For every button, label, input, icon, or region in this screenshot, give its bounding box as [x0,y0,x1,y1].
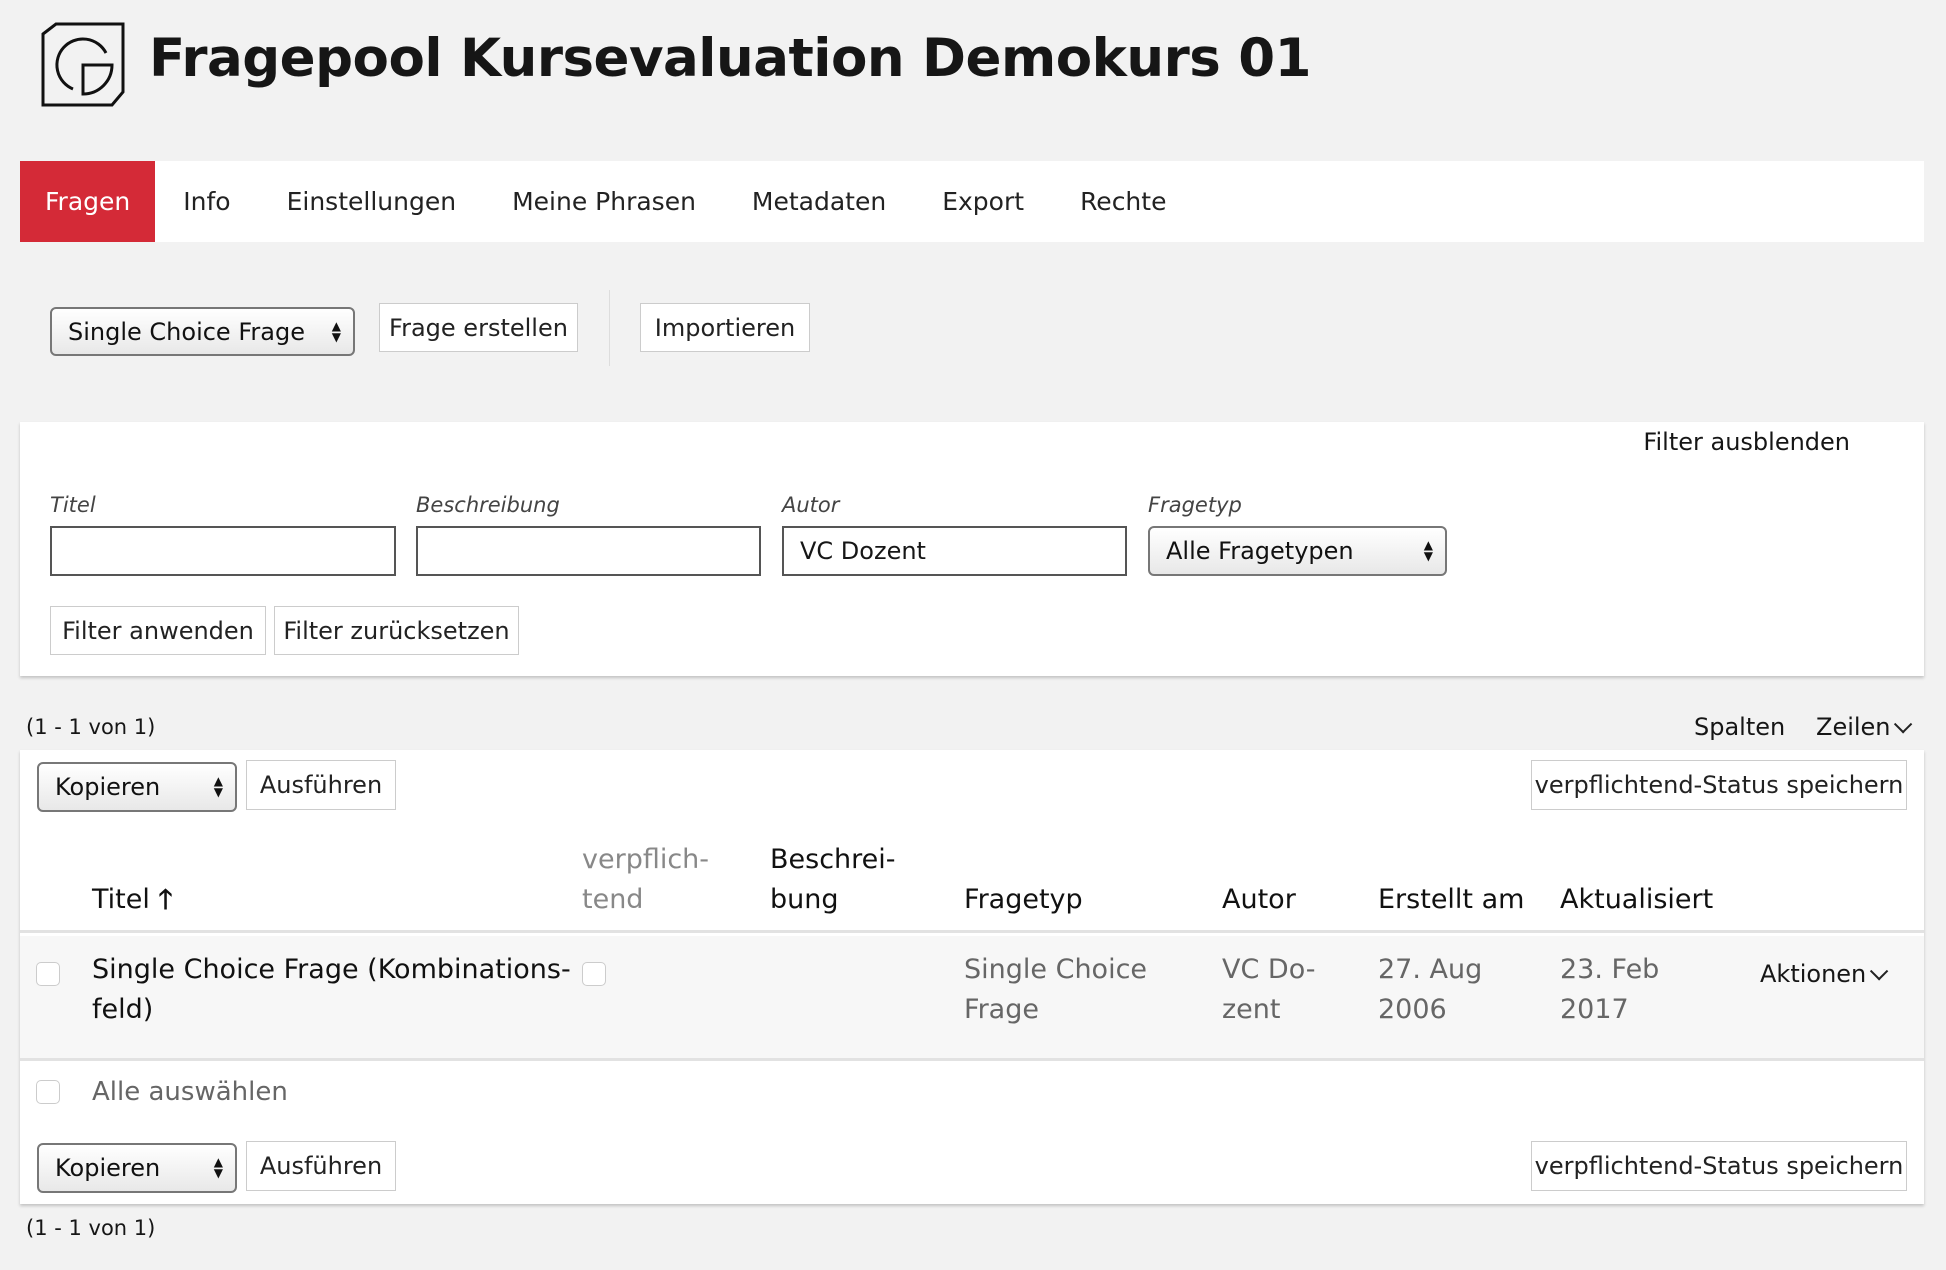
actions-label: Aktionen [1760,960,1867,988]
apply-filter-button[interactable]: Filter anwenden [50,606,266,655]
question-type-value: Single Choice Frage [68,317,305,346]
filter-type-select[interactable]: Alle Fragetypen ▲ ▼ [1148,526,1447,576]
column-header-created[interactable]: Erstellt am [1378,884,1525,915]
filter-author-input[interactable]: VC Dozent [782,526,1127,576]
toolbar-divider [609,290,610,366]
column-header-author[interactable]: Autor [1222,884,1296,915]
select-arrows-icon: ▲ ▼ [1423,538,1433,563]
row-updated: 23. Feb 2017 [1560,950,1659,1030]
select-arrows-icon: ▲ ▼ [331,318,341,344]
question-type-select[interactable]: Single Choice Frage ▲ ▼ [50,307,355,356]
table-header-row: Titel 🡑 verpflich-tend Beschrei-bung Fra… [20,832,1924,933]
column-header-description[interactable]: Beschrei-bung [770,840,896,920]
row-type: Single Choice Frage [964,950,1147,1030]
save-mandatory-status-button-bottom[interactable]: verpflichtend-Status speichern [1531,1141,1907,1191]
row-title-line2: feld) [92,994,154,1025]
row-type-line2: Frage [964,994,1039,1025]
chevron-down-icon [1869,962,1889,981]
reset-filter-button[interactable]: Filter zurücksetzen [274,606,519,655]
filter-type-label: Fragetyp [1148,493,1242,517]
table-row: Single Choice Frage (Kombinations-feld) … [20,936,1924,1061]
select-arrows-icon: ▲ ▼ [213,1155,223,1180]
column-header-updated[interactable]: Aktualisiert [1560,884,1714,915]
filter-type-value: Alle Fragetypen [1166,537,1354,565]
column-header-mandatory[interactable]: verpflich-tend [582,840,709,920]
action-select-value: Kopieren [55,773,161,801]
row-author: VC Do-zent [1222,950,1315,1030]
row-updated-line1: 23. Feb [1560,954,1660,985]
execute-button-bottom[interactable]: Ausführen [246,1141,396,1191]
row-title-line1: Single Choice Frage (Kombinations- [92,954,571,985]
actions-dropdown[interactable]: Aktionen [1760,960,1889,988]
column-mandatory-label-line2: tend [582,884,644,915]
filter-description-input[interactable] [416,526,761,576]
row-author-line2: zent [1222,994,1281,1025]
rows-label: Zeilen [1816,713,1891,741]
row-created-line2: 2006 [1378,994,1447,1025]
tab-rechte[interactable]: Rechte [1080,187,1167,216]
ilias-logo-icon [41,22,125,107]
row-author-line1: VC Do- [1222,954,1316,985]
filter-title-label: Titel [50,493,96,517]
rows-button[interactable]: Zeilen [1816,713,1913,741]
select-all-checkbox[interactable] [36,1080,60,1104]
row-created-line1: 27. Aug [1378,954,1483,985]
create-question-button[interactable]: Frage erstellen [379,303,578,352]
tab-export[interactable]: Export [942,187,1025,216]
tab-info[interactable]: Info [183,187,231,216]
tab-einstellungen[interactable]: Einstellungen [286,187,457,216]
mandatory-checkbox[interactable] [582,962,606,986]
tab-fragen[interactable]: Fragen [20,161,156,242]
row-updated-line2: 2017 [1560,994,1629,1025]
select-all-label[interactable]: Alle auswählen [92,1077,288,1107]
action-select-top[interactable]: Kopieren ▲ ▼ [37,762,237,812]
result-count-bottom: (1 - 1 von 1) [26,1216,156,1240]
column-mandatory-label-line1: verpflich- [582,844,710,875]
page-title: Fragepool Kursevaluation Demokurs 01 [149,28,1312,89]
action-select-bottom[interactable]: Kopieren ▲ ▼ [37,1143,237,1193]
columns-button[interactable]: Spalten [1694,713,1786,741]
select-arrows-icon: ▲ ▼ [213,774,223,799]
tab-meine-phrasen[interactable]: Meine Phrasen [512,187,696,216]
row-checkbox[interactable] [36,962,60,986]
tab-bar: Fragen Info Einstellungen Meine Phrasen … [20,161,1924,242]
column-header-type[interactable]: Fragetyp [964,884,1083,915]
tab-metadaten[interactable]: Metadaten [751,187,887,216]
sort-ascending-icon: 🡑 [158,884,173,915]
column-description-label-line2: bung [770,884,839,915]
row-created: 27. Aug 2006 [1378,950,1482,1030]
result-count-top: (1 - 1 von 1) [26,715,156,739]
save-mandatory-status-button-top[interactable]: verpflichtend-Status speichern [1531,760,1907,810]
filter-panel: Filter ausblenden Titel Beschreibung Aut… [20,422,1924,676]
chevron-down-icon [1894,715,1913,734]
filter-title-input[interactable] [50,526,396,576]
row-title[interactable]: Single Choice Frage (Kombinations-feld) [92,950,571,1030]
column-title-label: Titel [92,884,150,915]
filter-description-label: Beschreibung [416,493,560,517]
row-type-line1: Single Choice [964,954,1148,985]
questions-table: Kopieren ▲ ▼ Ausführen verpflichtend-Statu… [20,750,1924,1204]
hide-filter-button[interactable]: Filter ausblenden [1623,428,1870,456]
column-description-label-line1: Beschrei- [770,844,896,875]
action-select-value: Kopieren [55,1154,161,1182]
column-header-title[interactable]: Titel 🡑 [92,880,173,920]
execute-button-top[interactable]: Ausführen [246,760,396,810]
import-button[interactable]: Importieren [640,303,810,352]
filter-author-label: Autor [782,493,840,517]
